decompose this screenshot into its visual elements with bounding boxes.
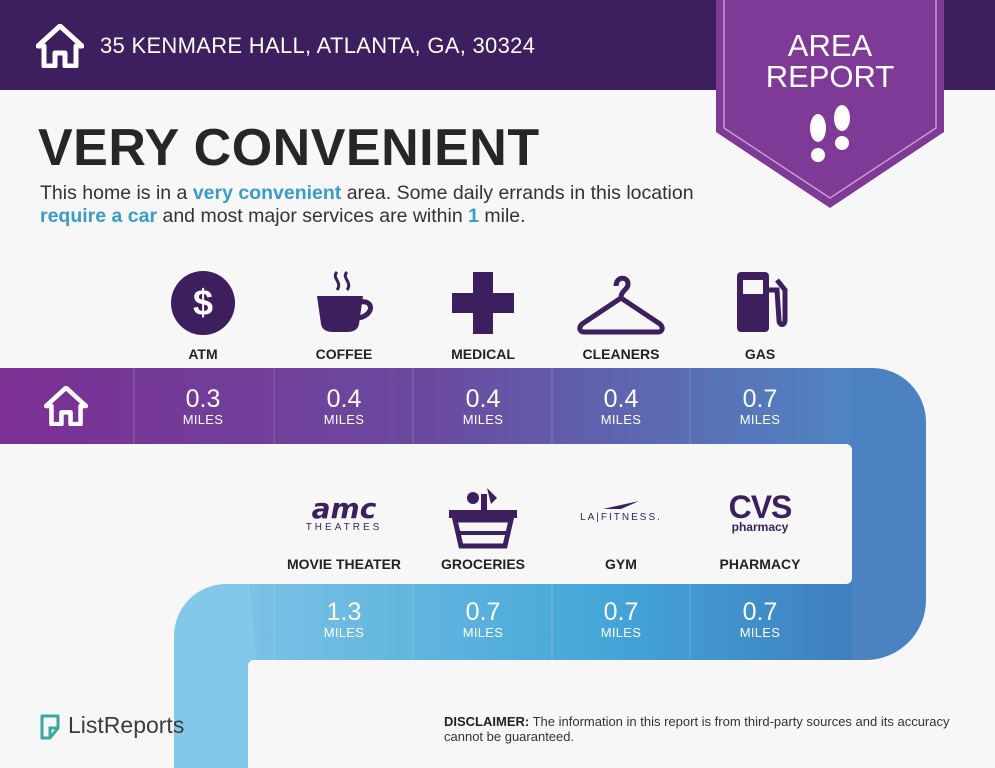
- route-home-icon: [44, 386, 88, 426]
- hanger-icon: [577, 275, 665, 335]
- category-groceries: GROCERIES: [408, 484, 558, 572]
- headline: VERY CONVENIENT: [38, 119, 540, 177]
- distance-gas: 0.7 MILES: [739, 385, 781, 427]
- distance-cleaners: 0.4 MILES: [600, 385, 642, 427]
- category-cleaners: CLEANERS: [546, 268, 696, 362]
- distance-coffee: 0.4 MILES: [323, 385, 365, 427]
- address: 35 KENMARE HALL, ATLANTA, GA, 30324: [100, 33, 536, 58]
- coffee-icon: [317, 270, 373, 332]
- category-label: GROCERIES: [440, 556, 525, 572]
- distance-groceries: 0.7 MILES: [462, 598, 504, 640]
- category-pharmacy: CVS pharmacy PHARMACY: [685, 490, 835, 572]
- category-label: GAS: [744, 346, 776, 362]
- badge-title: AREA REPORT: [765, 28, 895, 94]
- category-medical: MEDICAL: [408, 268, 558, 362]
- distance-gym: 0.7 MILES: [600, 598, 642, 640]
- distance-medical: 0.4 MILES: [462, 385, 504, 427]
- listreports-logo[interactable]: ListReports: [38, 712, 184, 740]
- la-fitness-logo: LA|FITNESS.: [546, 490, 696, 550]
- category-label: MEDICAL: [451, 346, 515, 362]
- category-label: CLEANERS: [582, 346, 660, 362]
- dollar-icon: $: [171, 271, 235, 335]
- gas-pump-icon: [737, 272, 788, 332]
- svg-text:$: $: [193, 282, 213, 323]
- medical-cross-icon: [452, 272, 514, 334]
- home-icon: [36, 24, 84, 68]
- category-label: COFFEE: [315, 346, 373, 362]
- distance-pharmacy: 0.7 MILES: [739, 598, 781, 640]
- category-coffee: COFFEE: [269, 268, 419, 362]
- disclaimer: DISCLAIMER: The information in this repo…: [444, 714, 950, 744]
- category-label: PHARMACY: [719, 556, 801, 572]
- category-movie-theater: amc THEATRES MOVIE THEATER: [269, 490, 419, 573]
- footprints-icon: [810, 105, 850, 162]
- brand-name: ListReports: [68, 712, 185, 738]
- distance-atm: 0.3 MILES: [182, 385, 224, 427]
- area-report-badge: AREA REPORT: [716, 0, 944, 210]
- category-label: GYM: [605, 556, 637, 572]
- category-label: ATM: [188, 346, 218, 362]
- cvs-logo: CVS pharmacy: [728, 489, 793, 534]
- distance-movie-theater: 1.3 MILES: [323, 598, 365, 640]
- category-gym: LA|FITNESS. GYM: [546, 490, 696, 572]
- category-gas: GAS: [685, 268, 835, 362]
- category-label: MOVIE THEATER: [286, 556, 402, 572]
- category-atm: $ ATM: [128, 268, 278, 362]
- basket-icon: [449, 488, 517, 549]
- description: This home is in a very convenient area. …: [40, 182, 694, 227]
- listreports-icon: [40, 714, 60, 740]
- amc-logo: amc THEATRES: [305, 492, 383, 534]
